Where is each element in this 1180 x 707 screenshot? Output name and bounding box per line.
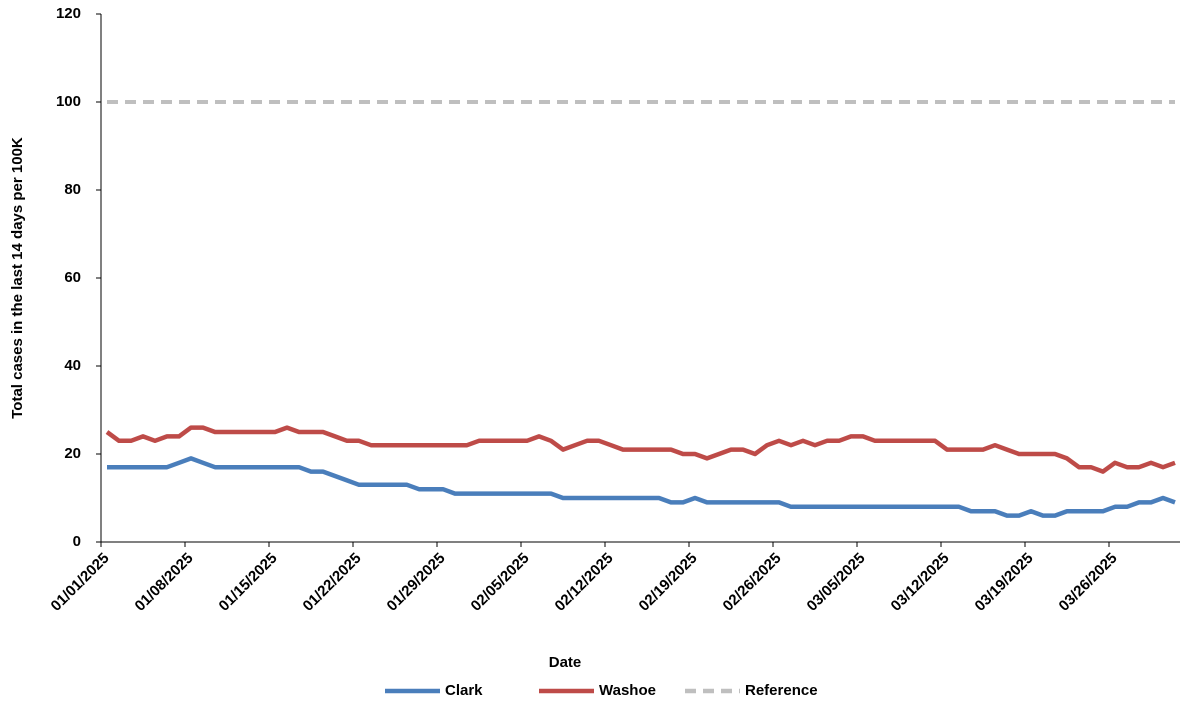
y-tick-label: 40: [64, 357, 81, 374]
y-tick-label: 20: [64, 445, 81, 462]
legend-label: Reference: [745, 682, 818, 699]
x-tick-label: 01/22/2025: [300, 550, 365, 615]
y-axis-title: Total cases in the last 14 days per 100K: [9, 137, 26, 419]
x-tick-label: 03/05/2025: [804, 550, 869, 615]
x-tick-label: 01/29/2025: [384, 550, 449, 615]
x-tick-label: 03/26/2025: [1056, 550, 1121, 615]
x-tick-label: 01/15/2025: [216, 550, 281, 615]
x-tick-label: 03/19/2025: [972, 550, 1037, 615]
y-tick-label: 0: [73, 533, 81, 550]
x-axis-title: Date: [549, 654, 582, 671]
x-tick-label: 02/12/2025: [552, 550, 617, 615]
x-tick-label: 02/05/2025: [468, 550, 533, 615]
y-tick-label: 60: [64, 269, 81, 286]
x-tick-label: 01/01/2025: [48, 550, 113, 615]
y-tick-label: 120: [56, 5, 81, 22]
x-tick-label: 03/12/2025: [888, 550, 953, 615]
legend-label: Washoe: [599, 682, 656, 699]
line-series: [105, 425, 1176, 474]
line-series: [107, 456, 1176, 518]
y-tick-label: 80: [64, 181, 81, 198]
x-tick-label: 01/08/2025: [132, 550, 197, 615]
legend-label: Clark: [445, 682, 483, 699]
x-tick-label: 02/19/2025: [636, 550, 701, 615]
y-tick-label: 100: [56, 93, 81, 110]
x-tick-label: 02/26/2025: [720, 550, 785, 615]
